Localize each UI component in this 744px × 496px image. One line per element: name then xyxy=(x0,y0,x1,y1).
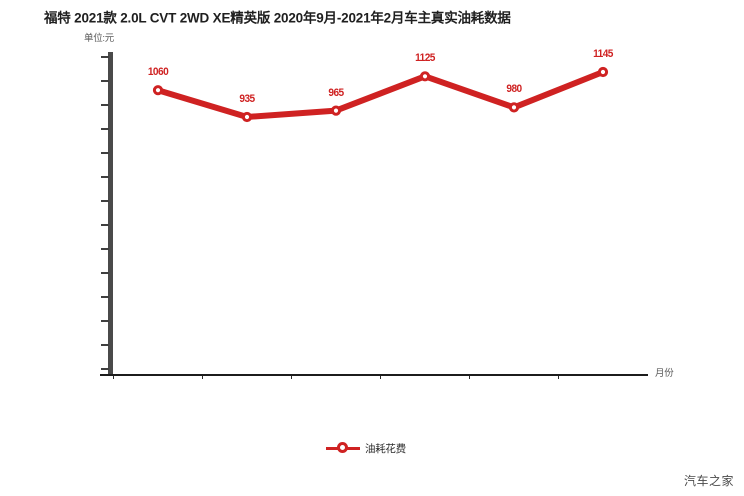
series-markers xyxy=(152,66,609,123)
y-axis-tick xyxy=(101,224,109,226)
y-axis-tick xyxy=(101,152,109,154)
data-point-marker[interactable] xyxy=(152,85,164,96)
legend-circle-line-icon xyxy=(326,441,360,455)
y-axis-unit-label: 单位:元 xyxy=(84,33,114,44)
x-axis-tick xyxy=(202,376,203,379)
x-axis-tick xyxy=(558,376,559,379)
y-axis-tick xyxy=(101,104,109,106)
y-axis xyxy=(108,52,113,374)
y-axis-tick xyxy=(101,296,109,298)
y-axis-tick xyxy=(101,320,109,322)
y-axis-tick xyxy=(101,128,109,130)
y-axis-tick xyxy=(101,200,109,202)
x-axis xyxy=(100,374,648,376)
data-point-value-label: 965 xyxy=(328,86,344,99)
data-point-value-label: 935 xyxy=(239,93,255,105)
y-axis-tick xyxy=(101,368,109,370)
y-axis-tick xyxy=(101,344,109,346)
data-point-marker[interactable] xyxy=(330,105,342,116)
y-axis-tick xyxy=(101,176,109,178)
legend-item-label: 油耗花费 xyxy=(365,442,406,455)
x-axis-tick xyxy=(113,376,114,379)
chart-legend: 油耗花费 xyxy=(326,438,406,458)
series-polyline xyxy=(155,69,606,120)
data-point-marker[interactable] xyxy=(508,102,520,113)
y-axis-tick xyxy=(101,56,109,58)
data-point-marker[interactable] xyxy=(597,66,609,78)
data-point-value-label: 1145 xyxy=(593,48,613,60)
x-axis-tick xyxy=(380,376,381,379)
chart-title: 福特 2021款 2.0L CVT 2WD XE精英版 2020年9月-2021… xyxy=(44,10,511,26)
x-axis-unit-label: 月份 xyxy=(655,368,674,379)
x-axis-tick xyxy=(291,376,292,379)
data-point-marker[interactable] xyxy=(241,111,253,123)
y-axis-tick xyxy=(101,272,109,274)
data-point-marker[interactable] xyxy=(419,71,431,82)
data-point-value-label: 1060 xyxy=(147,66,169,79)
data-point-value-label: 980 xyxy=(506,83,522,96)
x-axis-tick xyxy=(469,376,470,379)
y-axis-tick xyxy=(101,248,109,250)
watermark: 汽车之家 xyxy=(683,474,734,488)
y-axis-tick xyxy=(101,80,109,82)
data-point-value-label: 1125 xyxy=(415,52,435,65)
